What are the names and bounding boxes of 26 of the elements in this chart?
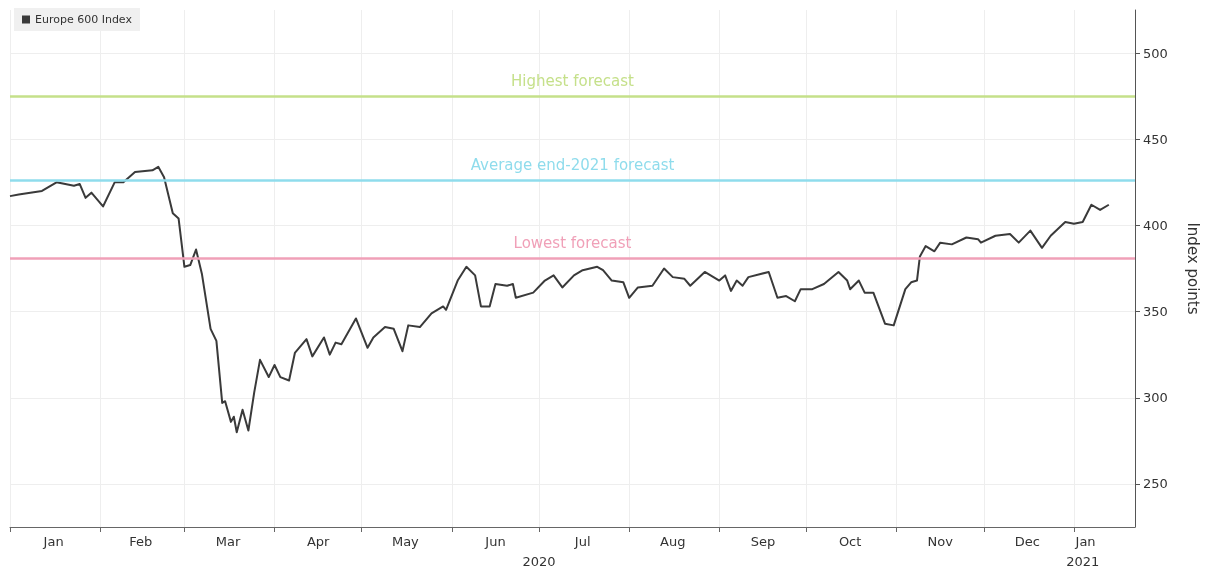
y-tick-label: 450 xyxy=(1143,131,1168,147)
ref-line-label: Lowest forecast xyxy=(513,233,632,252)
x-tick-label: Sep xyxy=(750,534,776,549)
x-tick-label: Jul xyxy=(573,534,591,549)
ref-line-label: Average end-2021 forecast xyxy=(470,156,675,175)
x-tick-label: Aug xyxy=(660,534,686,549)
x-tick-label: Oct xyxy=(838,534,862,549)
x-tick-label: Dec xyxy=(1014,534,1041,549)
y-axis-title: Index points xyxy=(1183,222,1202,315)
ref-line-label: Highest forecast xyxy=(511,71,635,90)
y-tick-label: 250 xyxy=(1143,476,1168,492)
x2-tick-label: 2020 xyxy=(522,554,556,569)
x-tick-label: Jun xyxy=(484,534,506,549)
x-tick-label: Jan xyxy=(42,534,64,549)
y-tick-label: 350 xyxy=(1143,304,1168,320)
x-tick-label: Feb xyxy=(129,534,153,549)
x-tick-label: Jan xyxy=(1074,534,1096,549)
legend-label: Europe 600 Index xyxy=(35,13,133,26)
x-tick-label: May xyxy=(391,534,420,549)
x-tick-label: Mar xyxy=(215,534,241,549)
y-tick-label: 300 xyxy=(1143,390,1168,406)
y-tick-label: 500 xyxy=(1143,45,1168,61)
x-tick-label: Nov xyxy=(927,534,954,549)
x2-tick-label: 2021 xyxy=(1066,554,1100,569)
x-tick-label: Apr xyxy=(306,534,331,549)
y-tick-label: 400 xyxy=(1143,217,1168,233)
